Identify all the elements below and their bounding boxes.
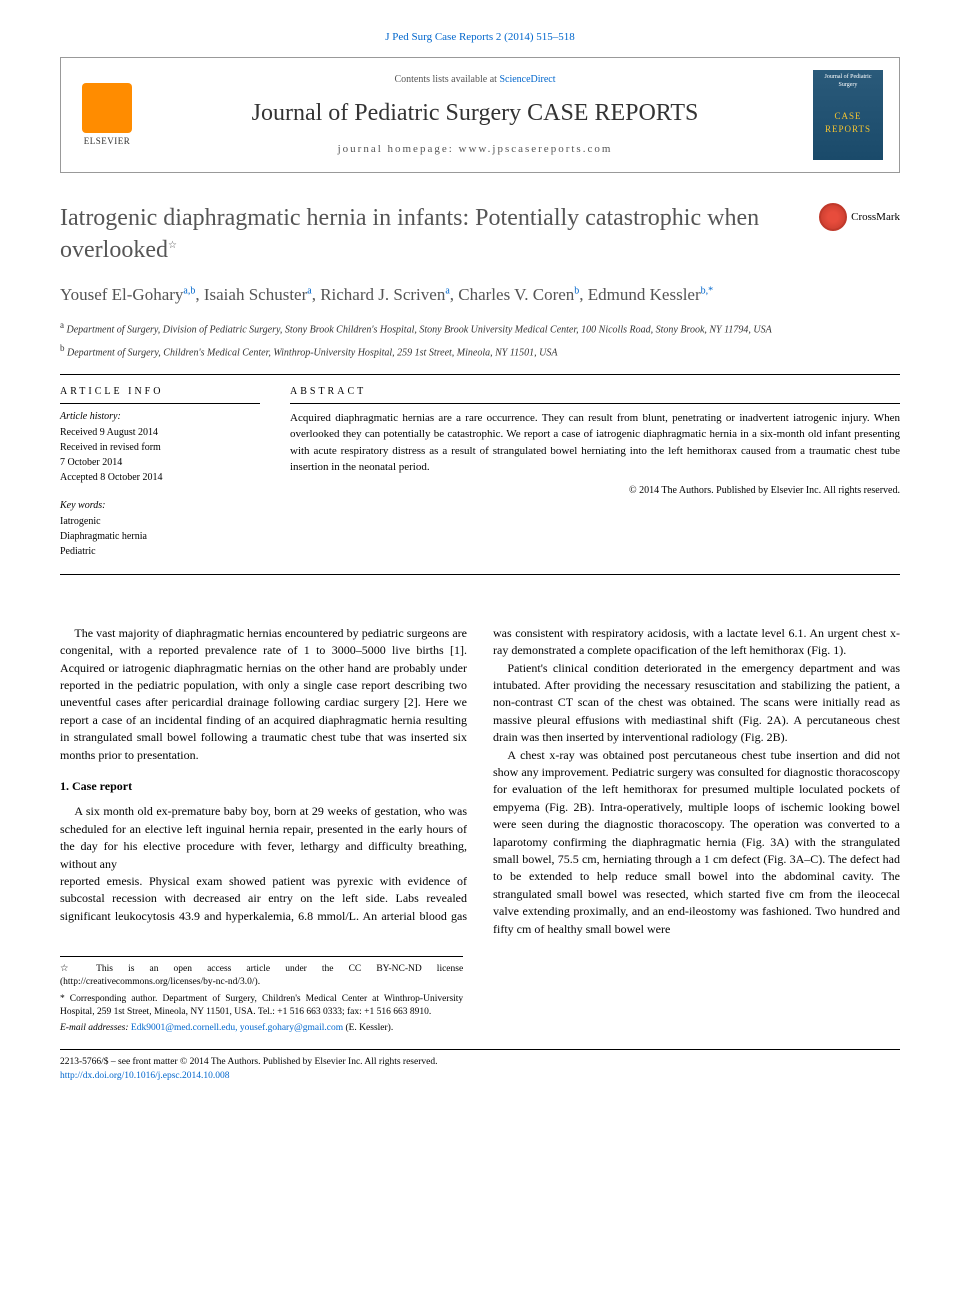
masthead-center: Contents lists available at ScienceDirec… (155, 73, 795, 158)
journal-cover-thumbnail: Journal of Pediatric Surgery CASE REPORT… (813, 70, 883, 160)
title-text: Iatrogenic diaphragmatic hernia in infan… (60, 205, 759, 262)
history-label: Article history: (60, 410, 260, 424)
keyword-1: Iatrogenic (60, 515, 260, 529)
crossmark-badge[interactable]: CrossMark (819, 203, 900, 231)
section-1-p1: A six month old ex-premature baby boy, b… (60, 803, 467, 873)
col2-p2: Patient's clinical condition deteriorate… (493, 660, 900, 747)
history-revised-label: Received in revised form (60, 441, 260, 455)
author-2: Isaiah Schustera (204, 285, 312, 304)
journal-masthead: ELSEVIER Contents lists available at Sci… (60, 57, 900, 173)
author-name: Isaiah Schuster (204, 285, 307, 304)
crossmark-icon (819, 203, 847, 231)
publisher-name: ELSEVIER (84, 135, 131, 148)
affil-marker: b (60, 343, 65, 353)
email-footnote: E-mail addresses: Edk9001@med.cornell.ed… (60, 1022, 463, 1035)
intro-paragraph: The vast majority of diaphragmatic herni… (60, 625, 467, 764)
citation-line: J Ped Surg Case Reports 2 (2014) 515–518 (60, 30, 900, 45)
author-name: Yousef El-Gohary (60, 285, 183, 304)
article-info-heading: ARTICLE INFO (60, 385, 260, 404)
homepage-prefix: journal homepage: (338, 143, 459, 155)
history-received: Received 9 August 2014 (60, 426, 260, 440)
journal-name: Journal of Pediatric Surgery CASE REPORT… (155, 97, 795, 131)
rule-above-info (60, 374, 900, 375)
author-affil-marker: a (307, 285, 311, 296)
affil-text: Department of Surgery, Division of Pedia… (67, 325, 772, 336)
elsevier-logo: ELSEVIER (77, 80, 137, 150)
contents-available-line: Contents lists available at ScienceDirec… (155, 73, 795, 87)
abstract-text: Acquired diaphragmatic hernias are a rar… (290, 410, 900, 476)
email-label: E-mail addresses: (60, 1023, 129, 1033)
history-revised-date: 7 October 2014 (60, 456, 260, 470)
abstract-copyright: © 2014 The Authors. Published by Elsevie… (290, 484, 900, 498)
article-info-block: ARTICLE INFO Article history: Received 9… (60, 385, 260, 560)
keywords-block: Key words: Iatrogenic Diaphragmatic hern… (60, 499, 260, 559)
affiliation-a: a Department of Surgery, Division of Ped… (60, 319, 900, 337)
author-name: Richard J. Scriven (320, 285, 445, 304)
affil-marker: a (60, 320, 64, 330)
keyword-2: Diaphragmatic hernia (60, 530, 260, 544)
bottom-bar: 2213-5766/$ – see front matter © 2014 Th… (60, 1049, 900, 1083)
author-affil-marker: b (574, 285, 579, 296)
author-affil-marker: b,* (701, 285, 714, 296)
author-name: Charles V. Coren (458, 285, 574, 304)
email-addresses-link[interactable]: Edk9001@med.cornell.edu, yousef.gohary@g… (131, 1023, 343, 1033)
abstract-heading: ABSTRACT (290, 385, 900, 404)
email-author-paren: (E. Kessler). (345, 1023, 393, 1033)
keywords-label: Key words: (60, 499, 260, 513)
issn-copyright-line: 2213-5766/$ – see front matter © 2014 Th… (60, 1056, 900, 1069)
article-body: The vast majority of diaphragmatic herni… (60, 625, 900, 938)
title-row: Iatrogenic diaphragmatic hernia in infan… (60, 203, 900, 265)
doi-link[interactable]: http://dx.doi.org/10.1016/j.epsc.2014.10… (60, 1071, 230, 1081)
affil-text: Department of Surgery, Children's Medica… (67, 347, 557, 358)
abstract-block: ABSTRACT Acquired diaphragmatic hernias … (290, 385, 900, 560)
history-accepted: Accepted 8 October 2014 (60, 471, 260, 485)
contents-prefix: Contents lists available at (394, 74, 499, 85)
rule-below-abstract (60, 574, 900, 575)
crossmark-label: CrossMark (851, 210, 900, 225)
author-affil-marker: a (445, 285, 449, 296)
footnotes-block: ☆ This is an open access article under t… (60, 956, 463, 1035)
cover-journal-title: Journal of Pediatric Surgery (817, 74, 879, 88)
author-4: Charles V. Corenb (458, 285, 579, 304)
elsevier-tree-icon (82, 83, 132, 133)
author-1: Yousef El-Goharya,b (60, 285, 195, 304)
affiliation-b: b Department of Surgery, Children's Medi… (60, 342, 900, 360)
authors-list: Yousef El-Goharya,b, Isaiah Schustera, R… (60, 282, 900, 308)
article-title: Iatrogenic diaphragmatic hernia in infan… (60, 203, 799, 265)
title-star-marker: ☆ (168, 240, 177, 251)
author-3: Richard J. Scrivena (320, 285, 450, 304)
author-affil-marker: a,b (183, 285, 195, 296)
open-access-footnote: ☆ This is an open access article under t… (60, 963, 463, 990)
journal-homepage-line: journal homepage: www.jpscasereports.com (155, 142, 795, 157)
info-abstract-row: ARTICLE INFO Article history: Received 9… (60, 385, 900, 560)
section-1-heading: 1. Case report (60, 778, 467, 795)
col2-p3: A chest x-ray was obtained post percutan… (493, 747, 900, 938)
author-5: Edmund Kesslerb,* (588, 285, 713, 304)
sciencedirect-link[interactable]: ScienceDirect (499, 74, 555, 85)
author-name: Edmund Kessler (588, 285, 701, 304)
corresponding-author-footnote: * Corresponding author. Department of Su… (60, 993, 463, 1020)
homepage-url[interactable]: www.jpscasereports.com (459, 143, 613, 155)
cover-main-text: CASE REPORTS (817, 110, 879, 135)
keyword-3: Pediatric (60, 545, 260, 559)
